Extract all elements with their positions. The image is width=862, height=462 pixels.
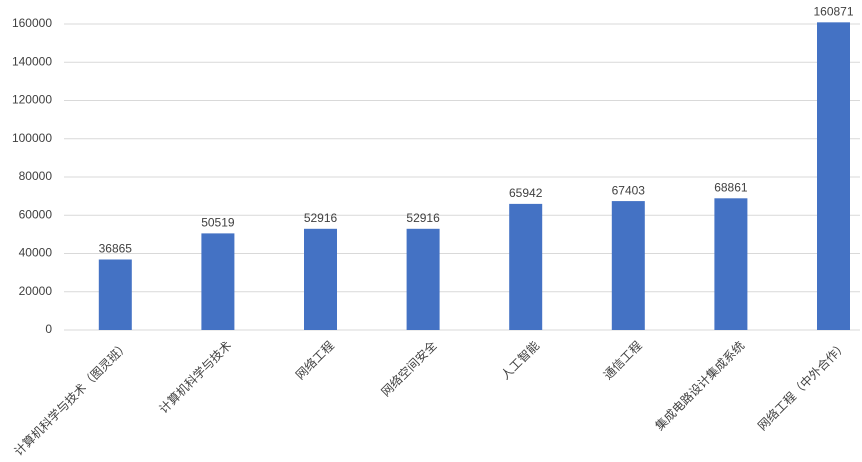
x-tick-label: 计算机科学与技术 <box>156 338 234 416</box>
bar <box>714 198 748 330</box>
bar <box>817 22 850 330</box>
value-label: 52916 <box>304 211 338 225</box>
value-label: 65942 <box>509 186 543 200</box>
value-label: 36865 <box>99 242 133 256</box>
bar <box>406 228 440 330</box>
y-tick-label: 40000 <box>19 246 53 260</box>
y-tick-label: 60000 <box>19 207 53 221</box>
value-label: 160871 <box>813 5 853 19</box>
x-tick-label: 网络工程（中外合作） <box>754 338 849 433</box>
y-tick-label: 20000 <box>19 284 53 298</box>
x-tick-label: 网络空间安全 <box>378 338 440 400</box>
y-tick-label: 100000 <box>12 131 52 145</box>
value-label: 52916 <box>406 211 440 225</box>
bar <box>611 201 645 330</box>
value-label: 67403 <box>612 183 646 197</box>
x-tick-label: 集成电路设计集成系统 <box>652 338 747 433</box>
y-tick-label: 160000 <box>12 16 52 30</box>
x-tick-label: 计算机科学与技术（图灵班） <box>11 338 132 459</box>
y-tick-label: 120000 <box>12 93 52 107</box>
x-tick-label: 通信工程 <box>600 338 645 383</box>
y-tick-label: 80000 <box>19 169 53 183</box>
bar <box>201 233 235 330</box>
value-label: 68861 <box>714 180 748 194</box>
value-label: 50519 <box>201 216 235 230</box>
x-tick-label: 网络工程 <box>292 338 337 383</box>
bar <box>98 259 132 330</box>
y-tick-label: 140000 <box>12 54 52 68</box>
y-tick-label: 0 <box>45 322 52 336</box>
bar <box>509 203 543 330</box>
x-tick-label: 人工智能 <box>498 338 543 383</box>
bar <box>304 228 337 330</box>
